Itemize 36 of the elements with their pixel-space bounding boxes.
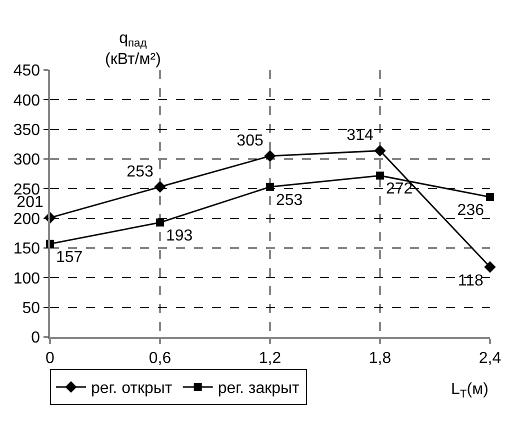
point: [266, 182, 274, 191]
x-tick-label: 1,8: [368, 350, 392, 367]
data-label: 253: [276, 192, 303, 209]
legend-label: рег. закрыт: [218, 380, 300, 398]
x-tick-label: 1,2: [258, 350, 282, 367]
data-label: 201: [16, 194, 44, 212]
data-label: 253: [126, 163, 154, 180]
y-tick-label: 450: [13, 62, 40, 80]
point: [156, 218, 164, 226]
data-label: 305: [236, 132, 264, 150]
point: [484, 261, 496, 273]
legend-label: рег. открыт: [91, 380, 173, 398]
point: [374, 144, 386, 157]
y-tick-label: 200: [13, 210, 40, 228]
y-axis-title: q$_{пад}$ (кВт/м²): [105, 30, 161, 68]
y-tick-label: 0: [31, 330, 40, 347]
data-label: 236: [457, 202, 484, 219]
x-tick-label: 0,6: [148, 350, 172, 367]
data-label: 193: [166, 227, 193, 244]
y-tick-label: 100: [13, 270, 40, 288]
y-tick-label: 150: [13, 240, 40, 258]
x-axis-title: L$_{Т}$(м): [451, 381, 488, 400]
data-label: 157: [56, 248, 83, 266]
y-tick-label: 300: [13, 152, 40, 169]
x-tick-label: 2,4: [478, 350, 502, 367]
y-tick-label: 400: [13, 92, 40, 110]
x-tick-label: 0: [46, 350, 55, 367]
point: [154, 181, 166, 193]
point: [376, 172, 384, 180]
data-label: 314: [346, 127, 374, 144]
y-tick-label: 350: [13, 122, 40, 139]
point: [486, 192, 494, 201]
point: [264, 150, 276, 162]
y-tick-label: 50: [22, 300, 40, 317]
data-label: 118: [458, 272, 484, 290]
data-label: 272: [386, 180, 413, 198]
